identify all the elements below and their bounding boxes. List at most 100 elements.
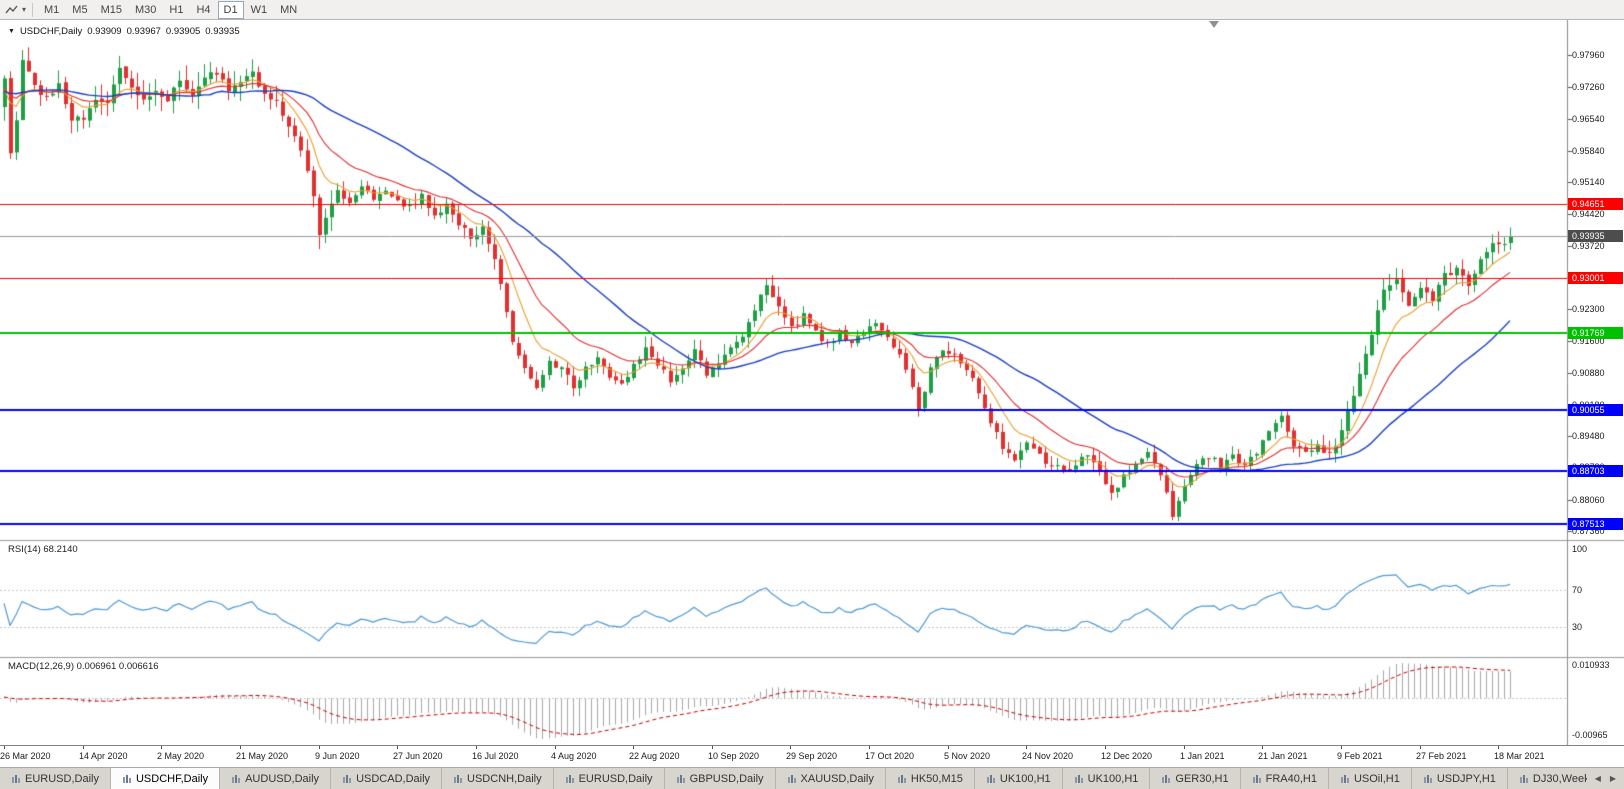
chart-tab-label: UK100,H1 <box>999 772 1051 785</box>
time-axis-label: 5 Nov 2020 <box>944 751 991 761</box>
time-axis-tick <box>4 746 5 749</box>
chart-tab-uk100-h1[interactable]: UK100,H1 <box>1062 768 1151 789</box>
time-axis[interactable]: 26 Mar 2020 14 Apr 2020 2 May 2020 21 May 2… <box>0 745 1624 767</box>
time-axis-label: 14 Apr 2020 <box>79 751 128 761</box>
chart-tab-audusd-daily[interactable]: AUDUSD,Daily <box>220 768 332 789</box>
mini-chart-icon <box>787 774 797 784</box>
time-axis-label: 10 Sep 2020 <box>708 751 760 761</box>
ohlc-high: 0.93967 <box>126 26 161 37</box>
chart-tab-usdcad-daily[interactable]: USDCAD,Daily <box>331 768 443 789</box>
timeframe-buttons: M1 M5 M15 M30 H1 H4 D1 W1 MN <box>38 0 303 19</box>
price-axis-label: 0.93720 <box>1572 241 1605 251</box>
time-axis-tick <box>869 746 870 749</box>
chart-tab-usdjpy-h1[interactable]: USDJPY,H1 <box>1411 768 1508 789</box>
chart-shift-marker-icon[interactable] <box>1209 21 1219 28</box>
one-click-collapse-icon[interactable]: ▼ <box>8 28 15 35</box>
time-axis-tick <box>1184 746 1185 749</box>
rsi-axis-label: 100 <box>1572 544 1588 554</box>
timeframe-button-m1[interactable]: M1 <box>44 3 60 16</box>
time-axis-tick <box>1262 746 1263 749</box>
toolbar-separator <box>32 2 34 17</box>
price-axis-label: 0.97260 <box>1572 82 1605 92</box>
price-axis-label: 0.96540 <box>1572 114 1605 124</box>
price-axis-label: 0.94420 <box>1572 209 1605 219</box>
chart-tab-gbpusd-daily[interactable]: GBPUSD,Daily <box>664 768 776 789</box>
time-axis-label: 21 May 2020 <box>236 751 289 761</box>
tab-scroll-right-button[interactable]: ▶ <box>1609 774 1616 783</box>
time-axis-tick <box>1026 746 1027 749</box>
time-axis-label: 16 Jul 2020 <box>472 751 519 761</box>
chart-tab-usoil-h1[interactable]: USOil,H1 <box>1328 768 1412 789</box>
time-axis-label: 24 Nov 2020 <box>1022 751 1074 761</box>
hline-price-tag: 0.91769 <box>1568 327 1623 339</box>
chart-symbol-label: USDCHF,Daily <box>19 26 83 37</box>
mini-chart-icon <box>1252 774 1262 784</box>
price-axis[interactable]: 0.010933 -0.00965 0.97960 0.97260 0.96540 0… <box>1567 20 1624 745</box>
time-axis-tick <box>1105 746 1106 749</box>
timeframe-button-h4[interactable]: H4 <box>196 3 211 16</box>
chart-tab-label: GBPUSD,Daily <box>689 772 764 785</box>
chart-tab-fra40-h1[interactable]: FRA40,H1 <box>1240 768 1329 789</box>
chart-tab-label: UK100,H1 <box>1087 772 1139 785</box>
macd-axis-max-label: 0.010933 <box>1572 660 1610 670</box>
time-axis-tick <box>240 746 241 749</box>
chart-tab-label: AUDUSD,Daily <box>245 772 320 785</box>
hline-price-tag: 0.94651 <box>1568 198 1623 210</box>
time-axis-label: 27 Feb 2021 <box>1416 751 1467 761</box>
price-chart-canvas[interactable] <box>0 20 1624 745</box>
mini-chart-icon <box>1161 774 1171 784</box>
tab-scroll-left-button[interactable]: ◀ <box>1594 774 1601 783</box>
chart-tab-usdcnh-daily[interactable]: USDCNH,Daily <box>442 768 554 789</box>
mini-chart-icon <box>1423 774 1433 784</box>
time-axis-tick <box>555 746 556 749</box>
ohlc-open: 0.93909 <box>87 26 122 37</box>
price-axis-label: 0.95140 <box>1572 177 1605 187</box>
price-axis-label: 0.97960 <box>1572 50 1605 60</box>
chart-tab-dj30-weekly[interactable]: DJ30,Weekly <box>1507 768 1587 789</box>
tab-scroll-arrows: ◀ ▶ <box>1587 768 1624 789</box>
hline-price-tag: 0.93001 <box>1568 272 1623 284</box>
timeframe-button-w1[interactable]: W1 <box>250 3 268 16</box>
hline-price-tag: 0.87513 <box>1568 518 1623 530</box>
timeframe-button-mn[interactable]: MN <box>280 3 298 16</box>
timeframe-button-m5[interactable]: M5 <box>72 3 88 16</box>
current-price-tag: 0.93935 <box>1568 230 1623 242</box>
chart-toolbar: ▾ M1 M5 M15 M30 H1 H4 D1 W1 MN <box>0 0 1624 20</box>
mini-chart-icon <box>1074 774 1084 784</box>
chart-tabs: EURUSD,Daily USDCHF,Daily AUDUSD,Daily USDC… <box>0 768 1587 789</box>
price-axis-label: 0.95840 <box>1572 146 1605 156</box>
time-axis-label: 17 Oct 2020 <box>865 751 915 761</box>
time-axis-tick <box>1341 746 1342 749</box>
time-axis-label: 26 Mar 2020 <box>0 751 51 761</box>
chart-tab-label: EURUSD,Daily <box>578 772 653 785</box>
mini-chart-icon <box>122 774 132 784</box>
chart-tab-bar: EURUSD,Daily USDCHF,Daily AUDUSD,Daily USDC… <box>0 767 1624 789</box>
price-axis-label: 0.90880 <box>1572 368 1605 378</box>
timeframe-button-m15[interactable]: M15 <box>100 3 122 16</box>
chart-tab-ger30-h1[interactable]: GER30,H1 <box>1150 768 1241 789</box>
chart-tab-eurusd-daily[interactable]: EURUSD,Daily <box>553 768 665 789</box>
mini-chart-icon <box>986 774 996 784</box>
chart-tab-eurusd-daily[interactable]: EURUSD,Daily <box>0 768 111 789</box>
time-axis-tick <box>1498 746 1499 749</box>
time-axis-label: 4 Aug 2020 <box>551 751 597 761</box>
time-axis-tick <box>319 746 320 749</box>
line-chart-tool-icon[interactable] <box>4 4 22 16</box>
chart-tab-xauusd-daily[interactable]: XAUUSD,Daily <box>775 768 886 789</box>
chart-tab-label: USDCNH,Daily <box>467 772 542 785</box>
chart-tab-usdchf-daily[interactable]: USDCHF,Daily <box>110 768 221 789</box>
timeframe-button-h1[interactable]: H1 <box>169 3 184 16</box>
price-axis-label: 0.88060 <box>1572 495 1605 505</box>
chart-tab-uk100-h1[interactable]: UK100,H1 <box>974 768 1063 789</box>
chart-tab-hk50-m15[interactable]: HK50,M15 <box>885 768 975 789</box>
tool-dropdown-caret-icon[interactable]: ▾ <box>22 5 27 14</box>
ohlc-low: 0.93905 <box>165 26 201 37</box>
mini-chart-icon <box>453 774 463 784</box>
mini-chart-icon <box>1340 774 1350 784</box>
price-axis-label: 0.89480 <box>1572 431 1605 441</box>
timeframe-button-d1[interactable]: D1 <box>217 0 244 19</box>
macd-axis-min-label: -0.00965 <box>1572 730 1608 740</box>
timeframe-button-m30[interactable]: M30 <box>134 3 157 16</box>
macd-indicator-label: MACD(12,26,9) 0.006961 0.006616 <box>8 661 159 672</box>
